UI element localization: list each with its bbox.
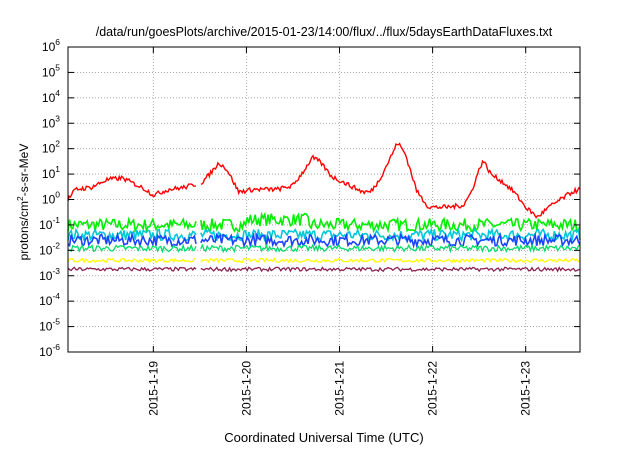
flux-series-0 xyxy=(67,211,581,234)
flux-series-5 xyxy=(67,266,581,273)
x-tick-label: 2015-1-23 xyxy=(519,361,533,416)
x-tick-label: 2015-1-21 xyxy=(333,361,347,416)
axes: 10-6 10-5 10-4 10-3 10-2 10-1 100 101 102 103 104 1… xyxy=(39,37,581,416)
y-tick-label: 104 xyxy=(42,88,60,105)
y-tick-label: 102 xyxy=(42,139,60,156)
y-tick-label: 10-6 xyxy=(39,342,60,359)
y-tick-label: 106 xyxy=(42,37,60,54)
series-layer xyxy=(67,142,581,273)
y-tick-label: 105 xyxy=(42,62,60,79)
y-tick-label: 10-5 xyxy=(39,317,60,334)
flux-series-red xyxy=(67,142,581,219)
flux-series-2 xyxy=(67,231,581,250)
x-tick-label: 2015-1-20 xyxy=(239,361,253,416)
x-axis-label: Coordinated Universal Time (UTC) xyxy=(224,430,423,445)
x-tick-label: 2015-1-19 xyxy=(146,361,160,416)
y-tick-label: 103 xyxy=(42,113,60,130)
grid xyxy=(68,46,580,353)
x-tick-label: 2015-1-22 xyxy=(426,361,440,416)
flux-series-3 xyxy=(67,243,581,254)
y-tick-label: 10-2 xyxy=(39,240,60,257)
chart-title: /data/run/goesPlots/archive/2015-01-23/1… xyxy=(96,25,553,39)
y-axis-label: protons/cm2-s-sr-MeV xyxy=(15,144,31,261)
flux-series-4 xyxy=(67,257,581,264)
y-tick-label: 10-4 xyxy=(39,291,60,308)
y-tick-label: 101 xyxy=(42,164,60,181)
y-tick-label: 100 xyxy=(42,190,60,207)
y-tick-label: 10-1 xyxy=(39,215,60,232)
y-tick-label: 10-3 xyxy=(39,266,60,283)
